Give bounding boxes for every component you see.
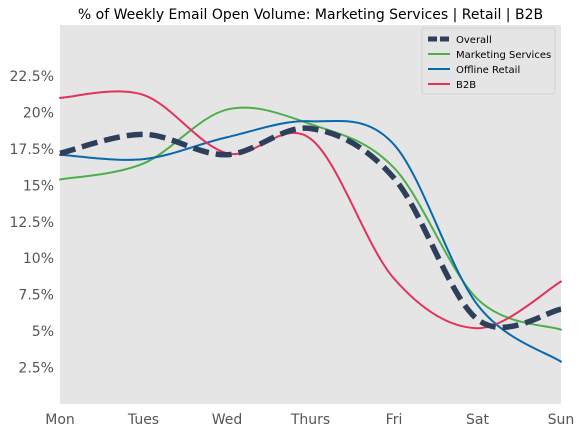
- x-tick-label: Sat: [466, 412, 489, 428]
- series-line-overall: [59, 125, 562, 331]
- x-tick-label: Tues: [127, 412, 159, 428]
- legend-label: Overall: [456, 35, 492, 46]
- y-tick-label: 5%: [32, 324, 54, 340]
- series-line-marketing-services: [59, 106, 562, 331]
- x-axis: Mon Tues Wed Thurs Fri Sat Sun: [45, 412, 574, 428]
- y-tick-label: 10%: [23, 251, 54, 267]
- x-tick-label: Sun: [548, 412, 575, 428]
- y-axis: 2.5% 5% 7.5% 10% 12.5% 15% 17.5% 20% 22.5%: [10, 69, 54, 377]
- y-tick-label: 7.5%: [18, 288, 54, 304]
- x-tick-label: Fri: [386, 412, 403, 428]
- legend: Overall Marketing Services Offline Retail B…: [421, 27, 556, 95]
- y-tick-label: 12.5%: [10, 215, 54, 231]
- y-tick-label: 15%: [23, 178, 54, 194]
- legend-label: Marketing Services: [456, 50, 551, 61]
- series-layer: [59, 90, 562, 363]
- x-tick-label: Wed: [212, 412, 243, 428]
- x-tick-label: Mon: [45, 412, 75, 428]
- legend-box: [421, 27, 556, 95]
- y-tick-label: 17.5%: [10, 142, 54, 158]
- chart-title: % of Weekly Email Open Volume: Marketing…: [78, 7, 543, 23]
- legend-label: Offline Retail: [456, 65, 520, 76]
- x-tick-label: Thurs: [290, 412, 330, 428]
- y-tick-label: 22.5%: [10, 69, 54, 85]
- y-tick-label: 2.5%: [18, 361, 54, 377]
- legend-label: B2B: [456, 80, 476, 91]
- series-line-offline-retail: [59, 119, 562, 363]
- series-line-b2b: [59, 90, 562, 330]
- y-tick-label: 20%: [23, 105, 54, 121]
